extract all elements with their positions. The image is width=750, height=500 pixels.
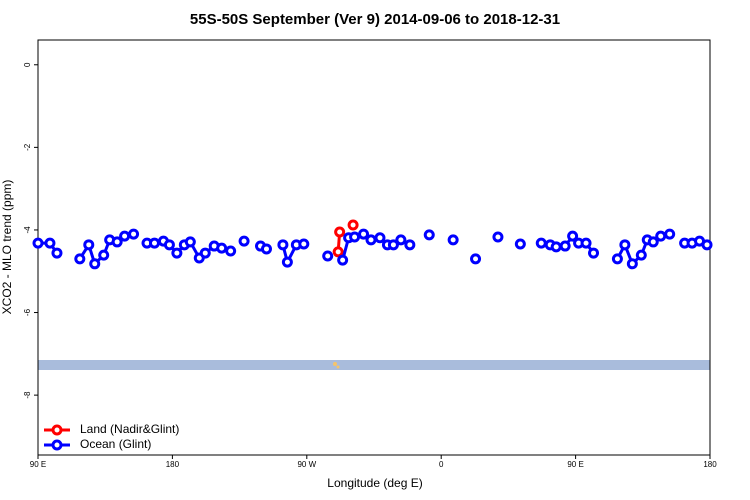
- point: [559, 240, 571, 252]
- point: [337, 254, 349, 266]
- point: [32, 237, 44, 249]
- point: [260, 243, 272, 255]
- point: [298, 238, 310, 250]
- x-tick-label: 90 E: [30, 460, 46, 469]
- y-axis-label: XCO2 - MLO trend (ppm): [0, 180, 14, 315]
- point: [98, 249, 110, 261]
- point: [163, 239, 175, 251]
- point: [119, 230, 131, 242]
- plot-frame: [37, 39, 711, 456]
- point: [128, 228, 140, 240]
- point: [74, 253, 86, 265]
- x-axis-label: Longitude (deg E): [327, 476, 422, 490]
- point: [358, 228, 370, 240]
- legend-marker: [51, 424, 63, 436]
- point: [423, 229, 435, 241]
- point: [51, 247, 63, 259]
- point: [347, 219, 359, 231]
- point: [332, 246, 344, 258]
- point: [216, 242, 228, 254]
- point: [374, 232, 386, 244]
- surface-band: [38, 360, 710, 370]
- x-tick-label: 0: [439, 460, 444, 469]
- y-tick-label: 0: [23, 62, 32, 67]
- legend-label: Land (Nadir&Glint): [80, 422, 179, 436]
- point: [664, 228, 676, 240]
- point: [404, 239, 416, 251]
- point: [588, 247, 600, 259]
- point: [550, 241, 562, 253]
- point: [492, 231, 504, 243]
- point: [83, 239, 95, 251]
- x-tick-label: 180: [703, 460, 717, 469]
- y-tick-label: -8: [23, 391, 32, 399]
- point: [635, 249, 647, 261]
- point: [349, 231, 361, 243]
- point: [365, 234, 377, 246]
- point: [334, 226, 346, 238]
- legend-label: Ocean (Glint): [80, 437, 151, 451]
- point: [395, 234, 407, 246]
- point: [277, 239, 289, 251]
- y-tick-label: -6: [23, 308, 32, 316]
- point: [89, 258, 101, 270]
- point: [44, 237, 56, 249]
- point: [626, 258, 638, 270]
- legend-marker: [51, 439, 63, 451]
- point: [387, 239, 399, 251]
- point: [580, 237, 592, 249]
- point: [111, 236, 123, 248]
- chart-title: 55S-50S September (Ver 9) 2014-09-06 to …: [190, 11, 560, 28]
- point: [619, 239, 631, 251]
- land-speck: [333, 362, 337, 366]
- land-speck: [336, 365, 340, 369]
- point: [470, 253, 482, 265]
- x-tick-label: 180: [166, 460, 180, 469]
- point: [535, 237, 547, 249]
- point: [184, 236, 196, 248]
- point: [514, 238, 526, 250]
- point: [148, 237, 160, 249]
- point: [225, 245, 237, 257]
- point: [647, 236, 659, 248]
- y-tick-label: -2: [23, 143, 32, 151]
- point: [322, 250, 334, 262]
- y-tick-label: -4: [23, 226, 32, 234]
- x-tick-label: 90 W: [297, 460, 316, 469]
- point: [281, 256, 293, 268]
- point: [611, 253, 623, 265]
- point: [238, 235, 250, 247]
- point: [171, 247, 183, 259]
- point: [655, 230, 667, 242]
- point: [701, 239, 713, 251]
- point: [199, 247, 211, 259]
- point: [567, 230, 579, 242]
- point: [447, 234, 459, 246]
- x-tick-label: 90 E: [567, 460, 583, 469]
